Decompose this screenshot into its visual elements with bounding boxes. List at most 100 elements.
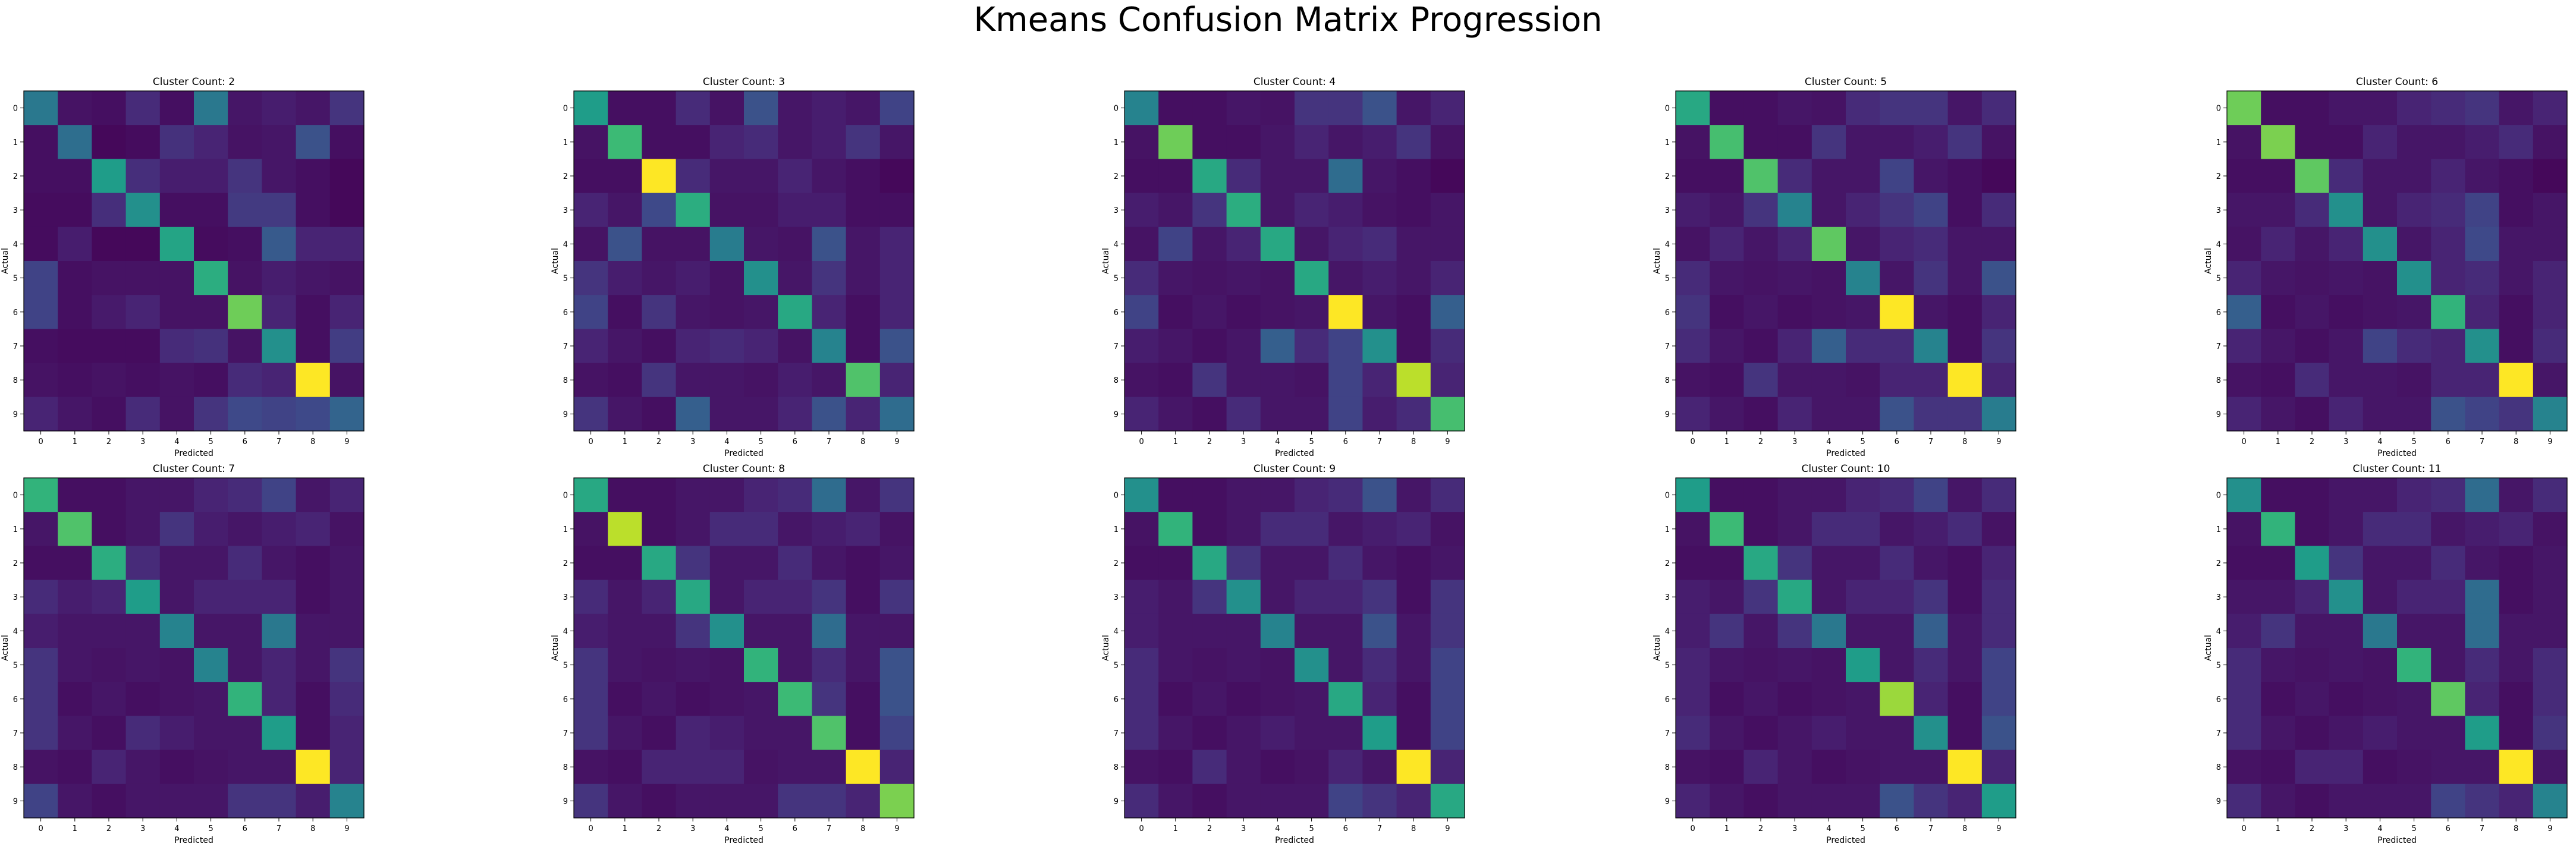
heatmap-cell <box>228 159 262 194</box>
heatmap-cell <box>2261 716 2295 751</box>
heatmap-cell <box>1226 363 1261 398</box>
heatmap-cell <box>1226 125 1261 159</box>
heatmap-cell <box>2295 295 2330 329</box>
heatmap-cell <box>1811 613 1846 648</box>
heatmap-cell <box>642 261 677 295</box>
x-tick-label: 1 <box>2276 437 2280 446</box>
heatmap-cell <box>2465 226 2500 262</box>
y-tick-label: 1 <box>1114 525 1119 534</box>
heatmap-cell <box>1362 648 1397 682</box>
heatmap-cell <box>574 546 608 581</box>
x-tick-label: 6 <box>2446 437 2451 446</box>
heatmap-cell <box>778 125 812 159</box>
heatmap-cell <box>1124 159 1159 194</box>
heatmap-cell <box>1124 783 1159 818</box>
y-tick-label: 2 <box>1114 559 1119 568</box>
heatmap-cell <box>2261 226 2295 262</box>
heatmap-cell <box>2397 580 2432 615</box>
heatmap-cell <box>2295 716 2330 751</box>
heatmap-cell <box>2363 125 2398 159</box>
x-tick-label: 8 <box>1411 824 1416 833</box>
heatmap-cell <box>676 750 711 785</box>
heatmap-cell <box>2261 750 2295 785</box>
heatmap-cell <box>58 363 92 398</box>
heatmap-cell <box>1158 613 1193 648</box>
y-axis-label: Actual <box>1101 248 1111 274</box>
heatmap-cell <box>92 512 127 546</box>
heatmap-cell <box>2363 396 2398 432</box>
heatmap-cell <box>329 783 365 818</box>
heatmap-cell <box>2397 329 2432 364</box>
heatmap-cell <box>676 329 711 364</box>
heatmap-cell <box>744 648 778 682</box>
y-tick-label: 2 <box>2216 559 2221 568</box>
heatmap-cell <box>1676 750 1710 785</box>
heatmap-cell <box>58 648 92 682</box>
heatmap-cell <box>676 363 711 398</box>
heatmap-cell <box>58 125 92 159</box>
heatmap-cell <box>2295 648 2330 682</box>
heatmap-cell <box>744 512 778 546</box>
heatmap-cell <box>1880 91 1914 125</box>
heatmap-cell <box>1811 329 1846 364</box>
x-tick-label: 4 <box>1826 437 1831 446</box>
heatmap-cell <box>608 329 642 364</box>
heatmap-cell <box>296 783 331 818</box>
x-tick-label: 9 <box>1445 437 1450 446</box>
heatmap-cell <box>846 159 881 194</box>
heatmap-cell <box>2465 546 2500 581</box>
heatmap-cell <box>24 329 58 364</box>
heatmap-cell <box>709 226 744 262</box>
heatmap-cell <box>608 580 642 615</box>
heatmap-cell <box>744 682 778 716</box>
heatmap-cell <box>846 261 881 295</box>
heatmap-cell <box>1158 648 1193 682</box>
heatmap-cell <box>2499 363 2534 398</box>
heatmap-cell <box>812 648 847 682</box>
confusion-matrix-panel: Cluster Count: 9 0 1 2 3 4 5 6 7 8 9 0 1 2 3 4 5 6 7 8 9 Pred… <box>1101 463 1465 845</box>
heatmap-cell <box>194 783 228 818</box>
heatmap-cell <box>1743 783 1779 818</box>
panel-title: Cluster Count: 4 <box>1254 76 1336 88</box>
y-tick-label: 0 <box>563 492 568 500</box>
heatmap-cell <box>2533 546 2568 581</box>
heatmap-cell <box>1710 783 1744 818</box>
heatmap-cell <box>2363 580 2398 615</box>
heatmap-cell <box>2533 716 2568 751</box>
y-axis-label: Actual <box>551 635 560 661</box>
y-tick-label: 1 <box>13 525 18 534</box>
heatmap-cell <box>1777 125 1812 159</box>
heatmap-cell <box>262 295 297 329</box>
heatmap-cell <box>1811 295 1846 329</box>
heatmap-cell <box>159 125 194 159</box>
y-tick-label: 9 <box>563 410 568 419</box>
heatmap-cell <box>1226 546 1261 581</box>
heatmap-cell <box>1158 295 1193 329</box>
panel-title: Cluster Count: 2 <box>153 76 235 88</box>
heatmap-cell <box>574 682 608 716</box>
heatmap-cell <box>1226 682 1261 716</box>
heatmap-cell <box>2465 396 2500 432</box>
heatmap-cell <box>1430 193 1465 228</box>
heatmap-cell <box>58 396 92 432</box>
x-tick-label: 0 <box>1690 437 1695 446</box>
heatmap-cell <box>2363 648 2398 682</box>
heatmap-cell <box>812 716 847 751</box>
heatmap-cell <box>2227 159 2261 194</box>
heatmap-cell <box>1947 125 1983 159</box>
heatmap-cell <box>1710 261 1744 295</box>
heatmap-cell <box>1710 580 1744 615</box>
heatmap-cell <box>58 295 92 329</box>
heatmap-cell <box>608 295 642 329</box>
heatmap-cell <box>2499 580 2534 615</box>
x-axis-label: Predicted <box>1275 449 1314 458</box>
x-tick-label: 0 <box>38 824 43 833</box>
y-tick-label: 2 <box>13 559 18 568</box>
heatmap-cell <box>1328 648 1363 682</box>
heatmap-cell <box>2329 716 2364 751</box>
heatmap-cell <box>1914 716 1949 751</box>
x-tick-label: 6 <box>793 437 797 446</box>
heatmap-cell <box>329 396 365 432</box>
heatmap-cell <box>1396 478 1431 512</box>
heatmap-cell <box>574 91 608 125</box>
